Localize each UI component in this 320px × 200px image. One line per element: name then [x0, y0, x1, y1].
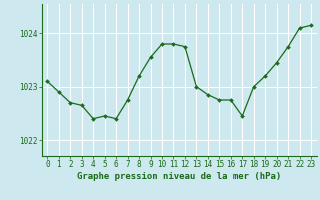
X-axis label: Graphe pression niveau de la mer (hPa): Graphe pression niveau de la mer (hPa)	[77, 172, 281, 181]
